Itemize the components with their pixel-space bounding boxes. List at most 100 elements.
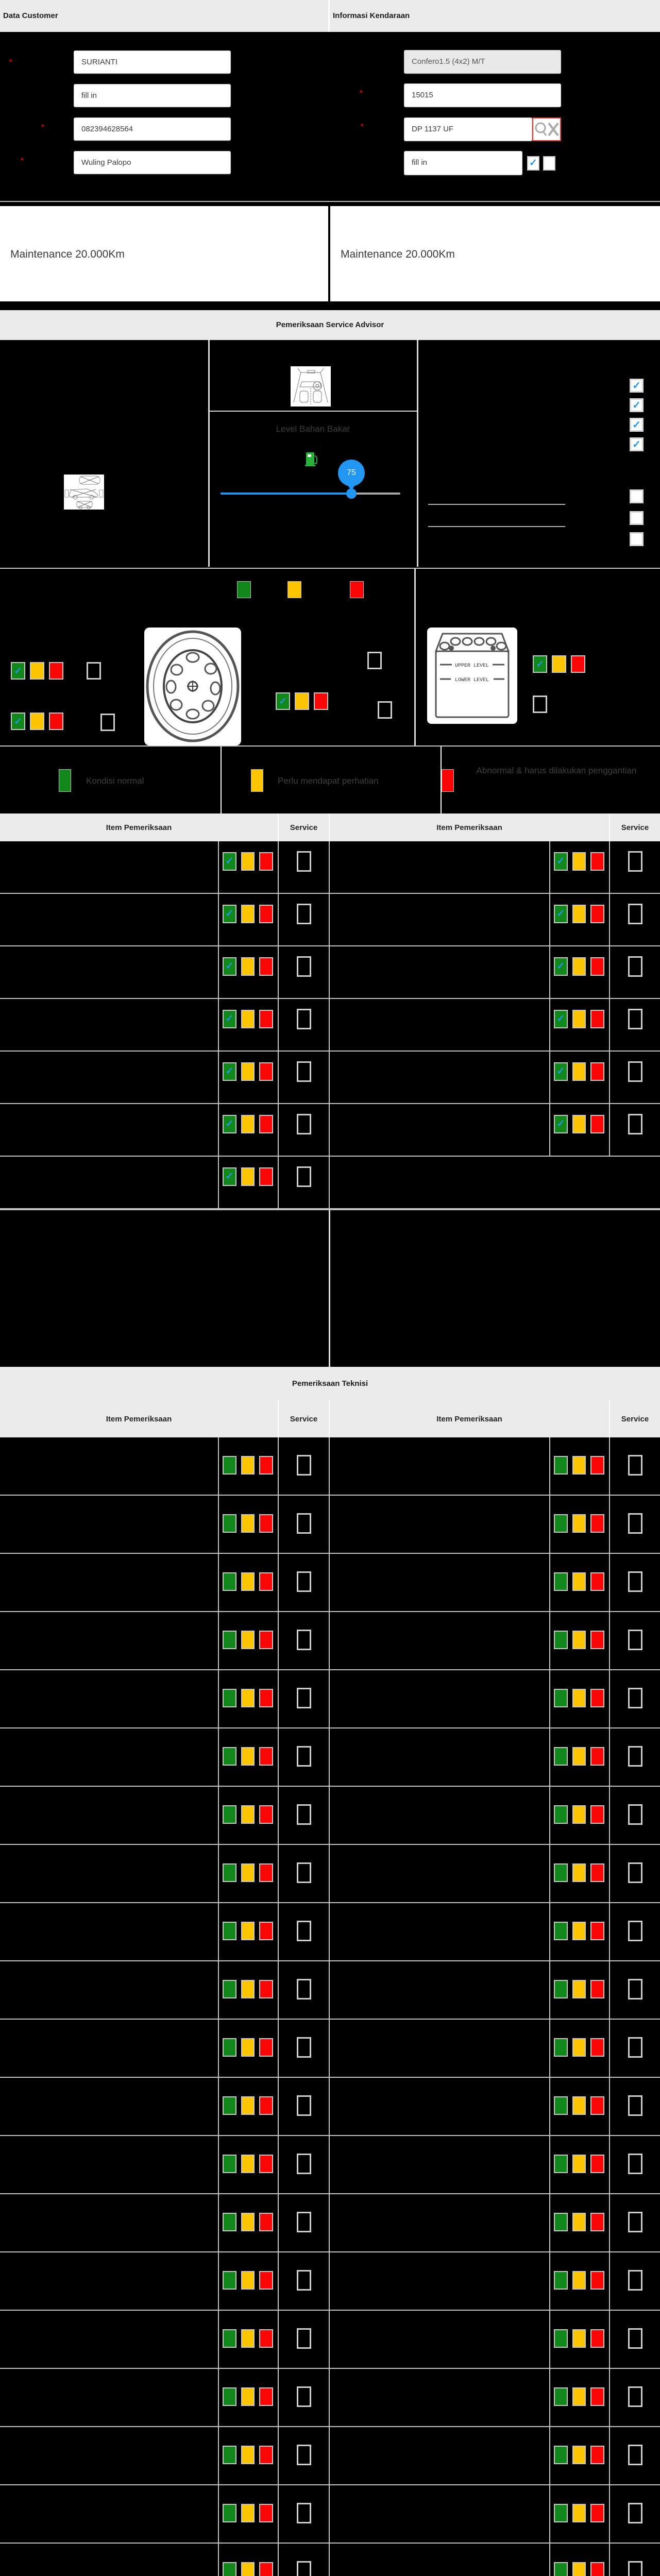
status-yellow[interactable] <box>241 852 255 871</box>
status-red[interactable] <box>259 2271 274 2290</box>
status-green[interactable] <box>554 2271 568 2290</box>
status-yellow[interactable] <box>572 957 586 976</box>
status-red[interactable] <box>259 1805 274 1824</box>
status-yellow[interactable] <box>572 905 586 923</box>
service-checkbox[interactable] <box>296 1804 311 1825</box>
service-checkbox[interactable] <box>628 1804 642 1825</box>
service-checkbox[interactable] <box>296 1455 311 1476</box>
status-yellow[interactable] <box>572 2446 586 2464</box>
customer-dealer-input[interactable]: Wuling Palopo <box>74 151 231 174</box>
vehicle-plate-input[interactable]: DP 1137 UF <box>404 117 532 141</box>
status-green[interactable] <box>554 1805 568 1824</box>
status-red[interactable] <box>49 713 63 730</box>
service-checkbox[interactable] <box>628 1114 642 1134</box>
service-checkbox[interactable] <box>296 2037 311 2058</box>
status-green[interactable]: ✓ <box>223 1167 236 1186</box>
status-green[interactable]: ✓ <box>223 957 236 976</box>
status-red[interactable] <box>590 1980 605 1998</box>
status-green[interactable] <box>223 2271 236 2290</box>
status-red[interactable] <box>590 852 605 871</box>
vehicle-option-checkbox-empty[interactable] <box>543 156 555 171</box>
customer-phone-input[interactable]: 082394628564 <box>74 117 231 141</box>
status-yellow[interactable] <box>241 2038 255 2057</box>
status-yellow[interactable] <box>572 2155 586 2173</box>
status-yellow[interactable] <box>572 1572 586 1591</box>
status-green[interactable] <box>554 2329 568 2348</box>
status-yellow[interactable] <box>241 1062 255 1081</box>
service-checkbox[interactable] <box>296 956 311 977</box>
service-checkbox[interactable] <box>628 904 642 924</box>
service-checkbox[interactable] <box>296 2270 311 2291</box>
status-red[interactable] <box>259 1062 274 1081</box>
status-red[interactable] <box>259 852 274 871</box>
status-red[interactable] <box>571 655 585 673</box>
status-red[interactable] <box>590 1922 605 1940</box>
tire-service-checkbox[interactable] <box>100 714 115 731</box>
status-yellow[interactable] <box>241 1980 255 1998</box>
status-red[interactable] <box>259 1631 274 1649</box>
status-red[interactable] <box>590 1689 605 1707</box>
status-red[interactable] <box>590 1010 605 1028</box>
status-green[interactable] <box>223 1863 236 1882</box>
service-checkbox[interactable] <box>296 851 311 872</box>
tire-service-checkbox[interactable] <box>87 662 101 680</box>
status-red[interactable] <box>259 2213 274 2231</box>
status-green[interactable]: ✓ <box>223 1115 236 1133</box>
service-checkbox[interactable] <box>296 2095 311 2116</box>
status-green[interactable]: ✓ <box>554 905 568 923</box>
service-checkbox[interactable] <box>628 1455 642 1476</box>
status-yellow[interactable] <box>241 2213 255 2231</box>
status-green[interactable] <box>223 2329 236 2348</box>
service-checkbox[interactable] <box>296 1630 311 1650</box>
advisor-checkbox-1[interactable]: ✓ <box>630 379 644 393</box>
status-red[interactable] <box>259 2096 274 2115</box>
status-red[interactable] <box>259 2155 274 2173</box>
status-green[interactable] <box>223 2562 236 2576</box>
status-green[interactable] <box>223 2096 236 2115</box>
vehicle-option-checkbox-checked[interactable]: ✓ <box>527 156 539 171</box>
status-yellow[interactable] <box>572 2562 586 2576</box>
status-red[interactable] <box>590 1514 605 1533</box>
fuel-slider-thumb[interactable] <box>346 488 357 499</box>
status-red[interactable] <box>590 1572 605 1591</box>
service-checkbox[interactable] <box>296 1009 311 1029</box>
status-green[interactable] <box>554 2038 568 2057</box>
service-checkbox[interactable] <box>628 851 642 872</box>
status-yellow[interactable] <box>241 2446 255 2464</box>
status-green[interactable] <box>223 1747 236 1766</box>
status-yellow[interactable] <box>572 2213 586 2231</box>
service-checkbox[interactable] <box>296 1979 311 1999</box>
service-checkbox[interactable] <box>296 2386 311 2407</box>
status-yellow[interactable] <box>572 1010 586 1028</box>
status-red[interactable] <box>259 1980 274 1998</box>
status-red[interactable] <box>590 2155 605 2173</box>
status-red[interactable] <box>259 905 274 923</box>
service-checkbox[interactable] <box>296 1571 311 1592</box>
status-red[interactable] <box>259 1456 274 1475</box>
status-yellow[interactable] <box>295 692 309 710</box>
service-checkbox[interactable] <box>628 2445 642 2465</box>
status-green[interactable]: ✓ <box>11 713 25 730</box>
status-red[interactable] <box>259 1167 274 1186</box>
status-red[interactable] <box>259 2562 274 2576</box>
status-green[interactable] <box>223 2038 236 2057</box>
service-checkbox[interactable] <box>628 2386 642 2407</box>
status-red[interactable] <box>590 1805 605 1824</box>
status-green[interactable]: ✓ <box>554 1062 568 1081</box>
status-yellow[interactable] <box>241 2096 255 2115</box>
status-red[interactable] <box>590 2387 605 2406</box>
status-yellow[interactable] <box>241 1922 255 1940</box>
status-green[interactable]: ✓ <box>276 692 290 710</box>
service-checkbox[interactable] <box>296 1746 311 1767</box>
status-red[interactable] <box>259 2038 274 2057</box>
status-yellow[interactable] <box>241 1456 255 1475</box>
customer-field2-input[interactable]: fill in <box>74 84 231 107</box>
status-red[interactable] <box>590 1863 605 1882</box>
service-checkbox[interactable] <box>296 904 311 924</box>
status-green[interactable] <box>223 2387 236 2406</box>
service-checkbox[interactable] <box>296 1166 311 1187</box>
status-yellow[interactable] <box>241 2155 255 2173</box>
status-yellow[interactable] <box>572 1631 586 1649</box>
status-red[interactable] <box>590 905 605 923</box>
status-red[interactable] <box>259 1514 274 1533</box>
